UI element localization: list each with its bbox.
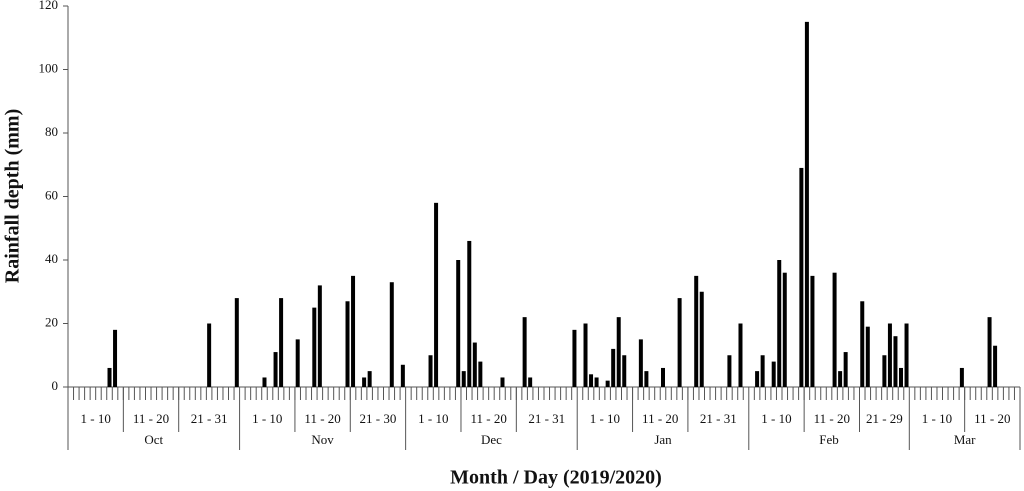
y-tick-label: 100 (39, 60, 59, 75)
bar (605, 380, 610, 387)
bar (882, 355, 887, 387)
bar (312, 307, 317, 387)
y-tick-label: 0 (52, 378, 59, 393)
bar (273, 352, 278, 387)
bar (993, 345, 998, 387)
bar (987, 317, 992, 387)
bar (472, 342, 477, 387)
month-label: Mar (954, 432, 976, 447)
bar (738, 323, 743, 387)
bar (500, 377, 505, 387)
bar (782, 272, 787, 387)
bar (777, 260, 782, 387)
bar (262, 377, 267, 387)
bar (207, 323, 212, 387)
y-tick-label: 120 (39, 0, 59, 12)
y-tick-label: 80 (45, 124, 58, 139)
bar (899, 367, 903, 387)
dekad-label: 1 - 10 (81, 411, 111, 426)
bar (755, 371, 760, 387)
bar (904, 323, 909, 387)
dekad-label: 11 - 20 (133, 411, 169, 426)
dekad-label: 21 - 29 (866, 411, 903, 426)
bar (467, 240, 472, 387)
bar (804, 21, 809, 387)
bar (522, 317, 527, 387)
bar (832, 272, 837, 387)
bar (727, 355, 732, 387)
bar (583, 323, 588, 387)
month-label: Oct (144, 432, 163, 447)
bar (760, 355, 765, 387)
dekad-label: 1 - 10 (922, 411, 952, 426)
month-label: Jan (654, 432, 672, 447)
bar (434, 202, 439, 387)
bar (362, 377, 367, 387)
bar (843, 352, 848, 387)
dekad-label: 1 - 10 (761, 411, 791, 426)
dekad-label: 1 - 10 (252, 411, 282, 426)
bar (317, 285, 322, 387)
month-label: Dec (481, 432, 502, 447)
bar (367, 371, 372, 387)
dekad-label: 11 - 20 (814, 411, 850, 426)
y-tick-label: 20 (45, 314, 58, 329)
bar (594, 377, 599, 387)
bar (113, 329, 118, 387)
y-tick-label: 60 (45, 187, 58, 202)
bar (456, 260, 461, 387)
bar (799, 167, 804, 387)
bar (771, 361, 776, 387)
bar (838, 371, 843, 387)
bar (887, 323, 892, 387)
bar (677, 298, 682, 387)
dekad-label: 21 - 31 (528, 411, 565, 426)
bar (478, 361, 483, 387)
dekad-label: 11 - 20 (304, 411, 340, 426)
dekad-label: 21 - 31 (700, 411, 737, 426)
bar (644, 371, 649, 387)
bar (572, 329, 577, 387)
bar (351, 275, 356, 387)
bar (810, 275, 815, 387)
bar (616, 317, 621, 387)
y-axis-title: Rainfall depth (mm) (2, 109, 24, 283)
bar (389, 282, 394, 387)
bar (694, 275, 699, 387)
bar (400, 364, 405, 387)
dekad-label: 11 - 20 (974, 411, 1010, 426)
dekad-label: 11 - 20 (470, 411, 506, 426)
bar (699, 291, 704, 387)
month-label: Feb (819, 432, 839, 447)
dekad-label: 1 - 10 (590, 411, 620, 426)
bar (622, 355, 627, 387)
bar (865, 326, 870, 387)
bar (528, 377, 533, 387)
bar (589, 374, 594, 387)
bar (661, 367, 665, 387)
bar (345, 301, 350, 387)
y-tick-label: 40 (45, 251, 58, 266)
bar (107, 367, 112, 387)
bar (234, 298, 239, 387)
bar (638, 339, 643, 387)
dekad-label: 21 - 31 (191, 411, 228, 426)
dekad-label: 11 - 20 (642, 411, 678, 426)
bar (860, 301, 865, 387)
bar (279, 298, 284, 387)
x-axis-title: Month / Day (2019/2020) (450, 467, 662, 489)
bar (611, 348, 616, 387)
month-label: Nov (311, 432, 334, 447)
bar (893, 336, 898, 387)
bar (959, 367, 964, 387)
bar (461, 371, 466, 387)
dekad-label: 21 - 30 (360, 411, 397, 426)
bar (295, 339, 300, 387)
dekad-label: 1 - 10 (418, 411, 448, 426)
bar (428, 355, 433, 387)
